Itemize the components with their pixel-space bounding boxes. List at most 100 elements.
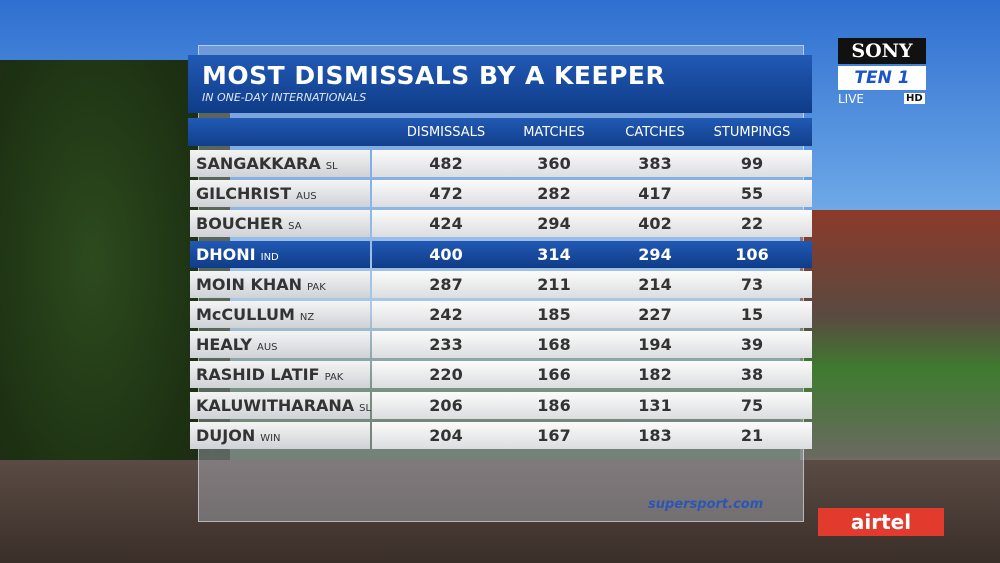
name-cell: BOUCHER SA bbox=[190, 210, 370, 238]
stat-value: 294 bbox=[537, 214, 571, 234]
country: NZ bbox=[299, 312, 315, 323]
stat-value: 99 bbox=[740, 154, 764, 173]
player-name-text: GILCHRIST bbox=[196, 184, 292, 204]
country: PAK bbox=[324, 372, 344, 384]
stat-value: 106 bbox=[735, 244, 769, 264]
stat-value: 400 bbox=[429, 244, 463, 264]
value-cell bbox=[372, 301, 812, 328]
value-cell bbox=[372, 391, 812, 419]
stat-value: 55 bbox=[740, 184, 764, 204]
player-name: KALUWITHARANA SL bbox=[196, 396, 371, 415]
table-row: RASHID LATIF PAK 220 166 182 38 bbox=[188, 361, 812, 389]
channel-logo: SONY bbox=[838, 38, 926, 64]
player-name: McCULLUM NZ bbox=[196, 305, 314, 324]
country: IND bbox=[260, 251, 279, 263]
value-cell bbox=[372, 150, 812, 177]
table-row: KALUWITHARANA SL 206 186 131 75 bbox=[188, 391, 812, 419]
stat-value: 314 bbox=[537, 244, 571, 264]
country: AUS bbox=[257, 342, 278, 354]
sponsor-logo: airtel bbox=[818, 508, 944, 536]
player-name-text: KALUWITHARANA bbox=[196, 395, 355, 415]
name-cell: SANGAKKARA SL bbox=[190, 150, 370, 177]
player-name-text: RASHID LATIF bbox=[196, 365, 320, 385]
stat-value: 242 bbox=[429, 305, 463, 324]
player-name-text: McCULLUM bbox=[196, 305, 295, 324]
stat-value: 227 bbox=[638, 305, 672, 324]
player-name: MOIN KHAN PAK bbox=[196, 275, 326, 294]
name-cell: MOIN KHAN PAK bbox=[190, 270, 370, 298]
value-cell bbox=[372, 270, 812, 298]
stat-value: 186 bbox=[537, 395, 571, 415]
country: WIN bbox=[260, 432, 281, 444]
stat-value: 167 bbox=[537, 425, 571, 445]
country: AUS bbox=[296, 191, 317, 203]
stat-value: 360 bbox=[537, 154, 571, 173]
name-cell: DHONI IND bbox=[190, 240, 370, 268]
stat-value: 402 bbox=[638, 214, 672, 234]
name-cell: McCULLUM NZ bbox=[190, 301, 370, 328]
stat-value: 482 bbox=[429, 154, 463, 173]
table-row: DHONI IND 400 314 294 106 bbox=[188, 240, 812, 268]
table-row: HEALY AUS 233 168 194 39 bbox=[188, 331, 812, 359]
stat-value: 472 bbox=[429, 184, 463, 204]
stat-value: 294 bbox=[638, 244, 672, 264]
column-header: STUMPINGS bbox=[713, 125, 791, 140]
player-name-text: HEALY bbox=[196, 335, 252, 355]
column-header: DISMISSALS bbox=[406, 125, 486, 140]
stat-value: 204 bbox=[429, 425, 463, 445]
table-row: GILCHRIST AUS 472 282 417 55 bbox=[188, 180, 812, 208]
column-header: MATCHES bbox=[523, 125, 585, 140]
name-cell: GILCHRIST AUS bbox=[190, 180, 370, 208]
value-cell bbox=[372, 421, 812, 449]
title: MOST DISMISSALS BY A KEEPER bbox=[202, 61, 666, 90]
stat-value: 168 bbox=[537, 335, 571, 355]
column-header: CATCHES bbox=[625, 125, 685, 140]
player-name: SANGAKKARA SL bbox=[196, 154, 338, 173]
stat-value: 75 bbox=[740, 395, 764, 415]
stat-value: 233 bbox=[429, 335, 463, 355]
player-name-text: SANGAKKARA bbox=[196, 154, 321, 173]
live-badge: LIVE bbox=[838, 92, 865, 106]
player-name-text: DHONI bbox=[196, 244, 256, 264]
value-cell bbox=[372, 180, 812, 208]
stat-value: 383 bbox=[638, 154, 672, 173]
stat-value: 220 bbox=[429, 365, 463, 385]
table-header: DISMISSALS MATCHES CATCHES STUMPINGS bbox=[188, 118, 812, 146]
value-cell bbox=[372, 331, 812, 359]
player-name-text: DUJON bbox=[196, 425, 256, 445]
name-cell: HEALY AUS bbox=[190, 331, 370, 359]
player-name-text: MOIN KHAN bbox=[196, 274, 302, 294]
country: PAK bbox=[307, 281, 326, 293]
player-name: DHONI IND bbox=[196, 245, 279, 264]
subtitle: IN ONE-DAY INTERNATIONALS bbox=[202, 91, 367, 104]
stat-value: 194 bbox=[638, 335, 672, 355]
stat-value: 282 bbox=[537, 184, 571, 204]
stat-value: 131 bbox=[638, 395, 672, 415]
country: SL bbox=[325, 161, 338, 172]
hd-badge: HD bbox=[904, 93, 925, 104]
feed-logo: TEN 1 bbox=[838, 66, 926, 90]
stat-value: 22 bbox=[740, 214, 764, 234]
player-name-text: BOUCHER bbox=[196, 214, 284, 234]
stat-value: 417 bbox=[638, 184, 672, 204]
stat-value: 214 bbox=[638, 274, 672, 294]
title-bar: MOST DISMISSALS BY A KEEPER IN ONE-DAY I… bbox=[188, 55, 812, 113]
name-cell: RASHID LATIF PAK bbox=[190, 361, 370, 389]
provider-logo: supersport.com bbox=[648, 497, 764, 512]
stat-value: 183 bbox=[638, 425, 672, 445]
player-name: DUJON WIN bbox=[196, 426, 281, 445]
table-row: SANGAKKARA SL 482 360 383 99 bbox=[188, 150, 812, 177]
stat-value: 206 bbox=[429, 395, 463, 415]
player-name: BOUCHER SA bbox=[196, 214, 302, 233]
value-cell bbox=[372, 210, 812, 238]
name-cell: KALUWITHARANA SL bbox=[190, 391, 371, 419]
stat-value: 15 bbox=[740, 305, 764, 324]
name-cell: DUJON WIN bbox=[190, 421, 370, 449]
stat-value: 211 bbox=[537, 274, 571, 294]
table-row: McCULLUM NZ 242 185 227 15 bbox=[188, 301, 812, 328]
stat-value: 182 bbox=[638, 365, 672, 385]
value-cell bbox=[372, 240, 812, 268]
country: SL bbox=[359, 402, 372, 414]
player-name: HEALY AUS bbox=[196, 335, 278, 354]
table-row: MOIN KHAN PAK 287 211 214 73 bbox=[188, 270, 812, 298]
